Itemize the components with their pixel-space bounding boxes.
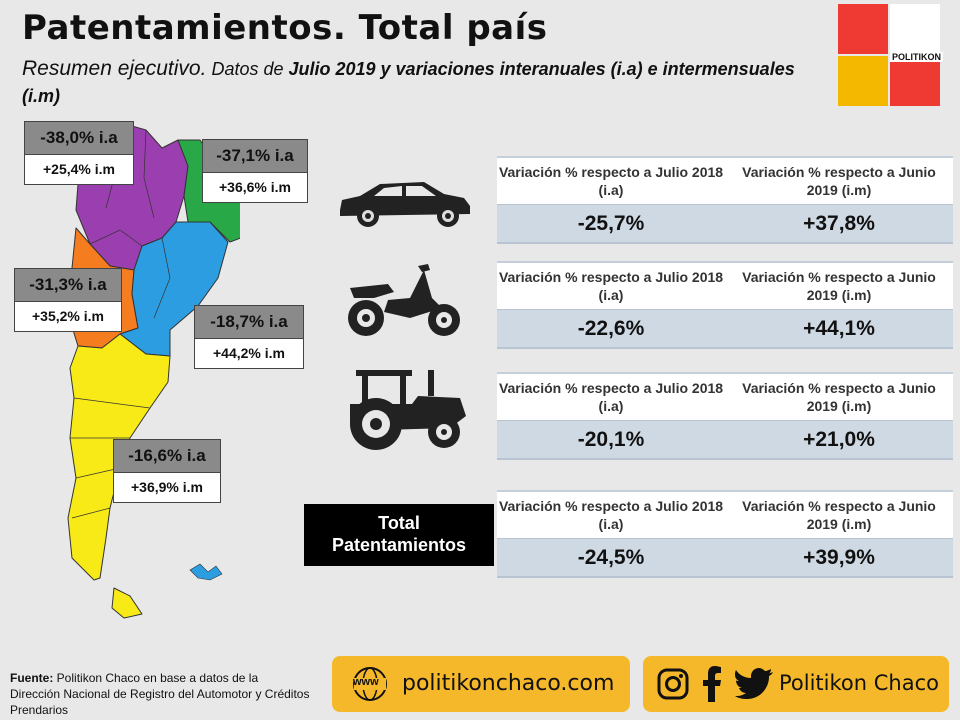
tag-patagonia-ia: -16,6% i.a	[113, 439, 221, 473]
table-motos-v1: -22,6%	[577, 317, 645, 340]
website-link[interactable]: politikonchaco.com	[402, 671, 615, 696]
table-motos-v2: +44,1%	[803, 317, 875, 340]
globe-icon	[353, 667, 387, 701]
source-note: Fuente: Politikon Chaco en base a datos …	[10, 670, 310, 718]
table-maquinaria-col1: Variación % respecto a Julio 2018 (i.a)	[498, 380, 724, 414]
social-banner[interactable]: Politikon Chaco	[643, 656, 949, 712]
page-subtitle: Resumen ejecutivo. Datos de Julio 2019 y…	[22, 56, 812, 110]
region-centro	[119, 221, 229, 357]
tag-nea-im: +36,6% i.m	[202, 173, 308, 203]
total-patentamientos-label: Total Patentamientos	[304, 504, 494, 566]
tag-cuyo: -31,3% i.a +35,2% i.m	[14, 268, 122, 332]
table-total-v1: -24,5%	[577, 546, 645, 569]
tractor-icon	[350, 370, 466, 450]
tag-noa-ia: -38,0% i.a	[24, 121, 134, 155]
table-total: Variación % respecto a Julio 2018 (i.a) …	[497, 490, 953, 578]
source-text: Politikon Chaco en base a datos de la Di…	[10, 671, 310, 717]
page-title: Patentamientos. Total país	[22, 8, 548, 48]
table-maquinaria-col2: Variación % respecto a Junio 2019 (i.m)	[742, 380, 936, 414]
subtitle-mid: Datos de	[206, 59, 289, 79]
website-banner[interactable]: www politikonchaco.com	[332, 656, 630, 712]
table-total-col1: Variación % respecto a Julio 2018 (i.a)	[498, 498, 724, 532]
source-label: Fuente:	[10, 671, 54, 685]
tag-cuyo-im: +35,2% i.m	[14, 302, 122, 332]
politikon-logo: POLITIKON	[838, 4, 943, 106]
twitter-icon[interactable]	[735, 668, 773, 700]
tag-cuyo-ia: -31,3% i.a	[14, 268, 122, 302]
tag-patagonia: -16,6% i.a +36,9% i.m	[113, 439, 221, 503]
malvinas-islands	[189, 563, 223, 581]
table-motos-col1: Variación % respecto a Julio 2018 (i.a)	[498, 269, 724, 303]
subtitle-lead: Resumen ejecutivo.	[22, 57, 207, 80]
tag-nea: -37,1% i.a +36,6% i.m	[202, 139, 308, 203]
table-autos-v2: +37,8%	[803, 212, 875, 235]
tag-centro: -18,7% i.a +44,2% i.m	[194, 305, 304, 369]
social-handle[interactable]: Politikon Chaco	[779, 671, 939, 695]
tag-noa: -38,0% i.a +25,4% i.m	[24, 121, 134, 185]
table-motos-col2: Variación % respecto a Junio 2019 (i.m)	[742, 269, 936, 303]
table-maquinaria-v2: +21,0%	[803, 428, 875, 451]
tag-patagonia-im: +36,9% i.m	[113, 473, 221, 503]
tag-centro-im: +44,2% i.m	[194, 339, 304, 369]
table-autos-col1: Variación % respecto a Julio 2018 (i.a)	[498, 164, 724, 198]
tag-centro-ia: -18,7% i.a	[194, 305, 304, 339]
table-maquinaria: Variación % respecto a Julio 2018 (i.a) …	[497, 372, 953, 460]
motorcycle-icon	[348, 264, 460, 336]
subtitle-bold: Julio 2019 y variaciones interanuales (i…	[22, 59, 795, 106]
table-autos-v1: -25,7%	[577, 212, 645, 235]
table-total-v2: +39,9%	[803, 546, 875, 569]
table-autos-col2: Variación % respecto a Junio 2019 (i.m)	[742, 164, 936, 198]
table-motos: Variación % respecto a Julio 2018 (i.a) …	[497, 261, 953, 349]
car-icon	[340, 182, 470, 227]
total-label-line2: Patentamientos	[331, 535, 467, 555]
facebook-icon[interactable]	[701, 666, 723, 702]
tag-noa-im: +25,4% i.m	[24, 155, 134, 185]
www-label: www	[353, 676, 379, 688]
region-tierra-del-fuego	[111, 587, 143, 619]
table-maquinaria-v1: -20,1%	[577, 428, 645, 451]
tag-nea-ia: -37,1% i.a	[202, 139, 308, 173]
total-label-line1: Total	[378, 513, 420, 533]
instagram-icon[interactable]	[657, 668, 689, 700]
logo-label: POLITIKON	[890, 52, 943, 62]
table-autos: Variación % respecto a Julio 2018 (i.a) …	[497, 156, 953, 244]
table-total-col2: Variación % respecto a Junio 2019 (i.m)	[742, 498, 936, 532]
